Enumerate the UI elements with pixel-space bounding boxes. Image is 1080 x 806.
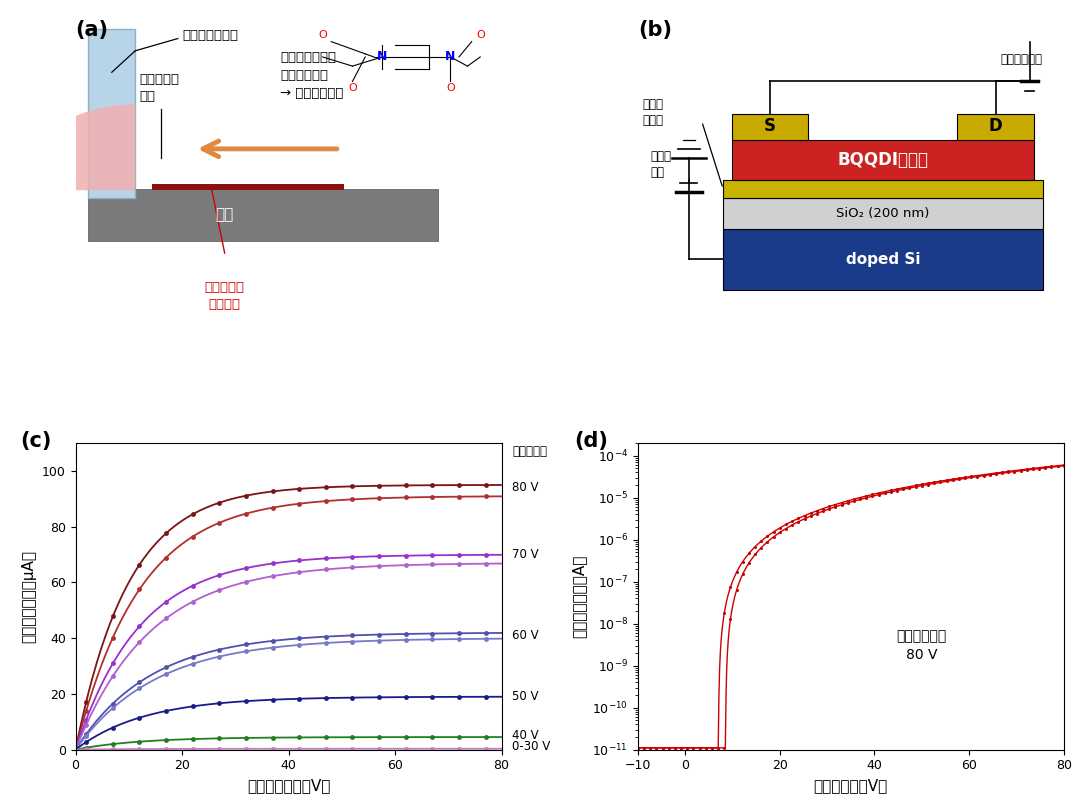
Text: N: N xyxy=(445,51,456,64)
Text: 50 V: 50 V xyxy=(512,690,539,703)
X-axis label: ドレイン電圧（V）: ドレイン電圧（V） xyxy=(247,778,330,793)
Text: doped Si: doped Si xyxy=(846,251,920,267)
Text: ドレイン電圧
80 V: ドレイン電圧 80 V xyxy=(896,629,947,662)
Text: ゲート
電圧: ゲート 電圧 xyxy=(650,150,672,179)
Text: 0-30 V: 0-30 V xyxy=(512,740,551,754)
Text: O: O xyxy=(476,31,485,40)
Bar xyxy=(89,29,135,198)
Text: 60 V: 60 V xyxy=(512,629,539,642)
Bar xyxy=(89,189,437,241)
Text: 80 V: 80 V xyxy=(512,481,539,494)
Bar xyxy=(723,180,1042,198)
Text: 有機半導体
溶液: 有機半導体 溶液 xyxy=(139,73,179,102)
Text: S: S xyxy=(764,118,775,135)
Text: (b): (b) xyxy=(638,20,672,40)
Text: 有機半導体
薄膜結晶: 有機半導体 薄膜結晶 xyxy=(205,280,245,310)
Text: メニスカス領域
から結晶成長
→ 基板上に成膜: メニスカス領域 から結晶成長 → 基板上に成膜 xyxy=(280,51,343,100)
Text: D: D xyxy=(989,118,1002,135)
Text: 基板: 基板 xyxy=(216,207,233,222)
Bar xyxy=(731,114,808,139)
Text: N: N xyxy=(377,51,388,64)
Text: ゲート電圧: ゲート電圧 xyxy=(512,445,548,458)
Bar xyxy=(723,198,1042,229)
X-axis label: ゲート電圧（V）: ゲート電圧（V） xyxy=(813,778,888,793)
Text: 40 V: 40 V xyxy=(512,729,539,742)
Polygon shape xyxy=(16,105,135,190)
Text: O: O xyxy=(446,82,455,93)
Text: 70 V: 70 V xyxy=(512,548,539,561)
Text: BQQDI単結晶: BQQDI単結晶 xyxy=(837,151,929,168)
Bar xyxy=(957,114,1034,139)
Y-axis label: ドレイン電流（μA）: ドレイン電流（μA） xyxy=(22,550,37,643)
Text: (c): (c) xyxy=(21,431,52,451)
Text: ドレイン電圧: ドレイン電圧 xyxy=(1000,53,1042,66)
Bar xyxy=(731,139,1034,180)
Text: (a): (a) xyxy=(76,20,109,40)
Text: (d): (d) xyxy=(573,431,608,451)
Text: O: O xyxy=(319,31,327,40)
Text: SiO₂ (200 nm): SiO₂ (200 nm) xyxy=(836,206,930,220)
Y-axis label: ドレイン電流（A）: ドレイン電流（A） xyxy=(571,555,586,638)
Bar xyxy=(152,184,343,190)
Text: 絶縁性
高分子: 絶縁性 高分子 xyxy=(643,98,663,127)
Text: O: O xyxy=(348,82,356,93)
Bar xyxy=(723,229,1042,290)
Text: 溶液保持用構造: 溶液保持用構造 xyxy=(183,29,238,42)
